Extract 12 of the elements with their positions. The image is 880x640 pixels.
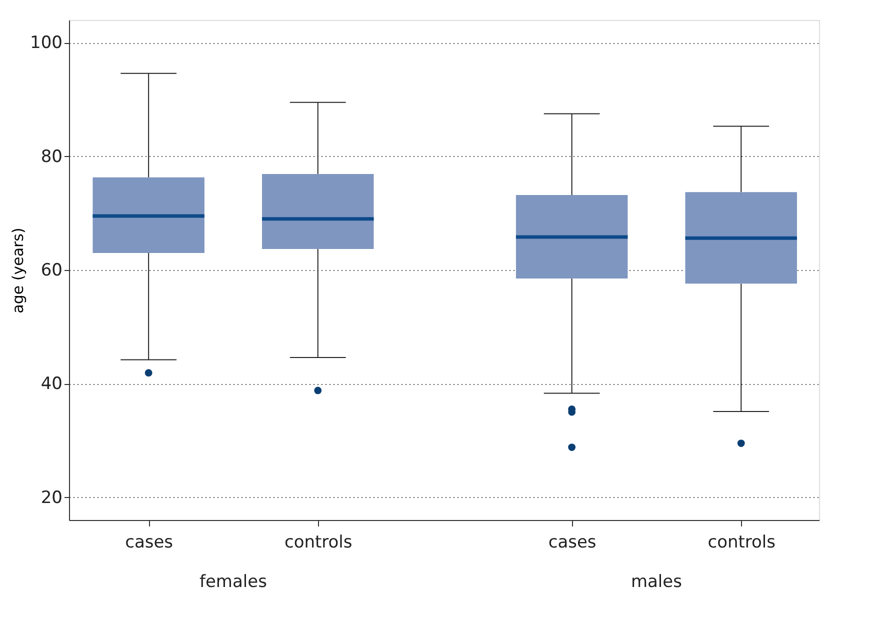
y-tick-label: 20 — [40, 488, 62, 508]
text: males — [630, 572, 682, 592]
y-axis-title: age (years) — [9, 228, 28, 314]
x-tick-label: cases — [548, 532, 596, 552]
x-tick-label: cases — [125, 532, 174, 552]
y-tick-label: 100 — [30, 33, 62, 54]
x-tick-label: controls — [708, 532, 776, 552]
y-tick-label: 60 — [40, 260, 62, 280]
x-tick-label: controls — [284, 532, 352, 552]
text: females — [199, 572, 268, 592]
y-tick-label: 40 — [40, 374, 62, 394]
y-tick-label: 80 — [40, 146, 62, 167]
